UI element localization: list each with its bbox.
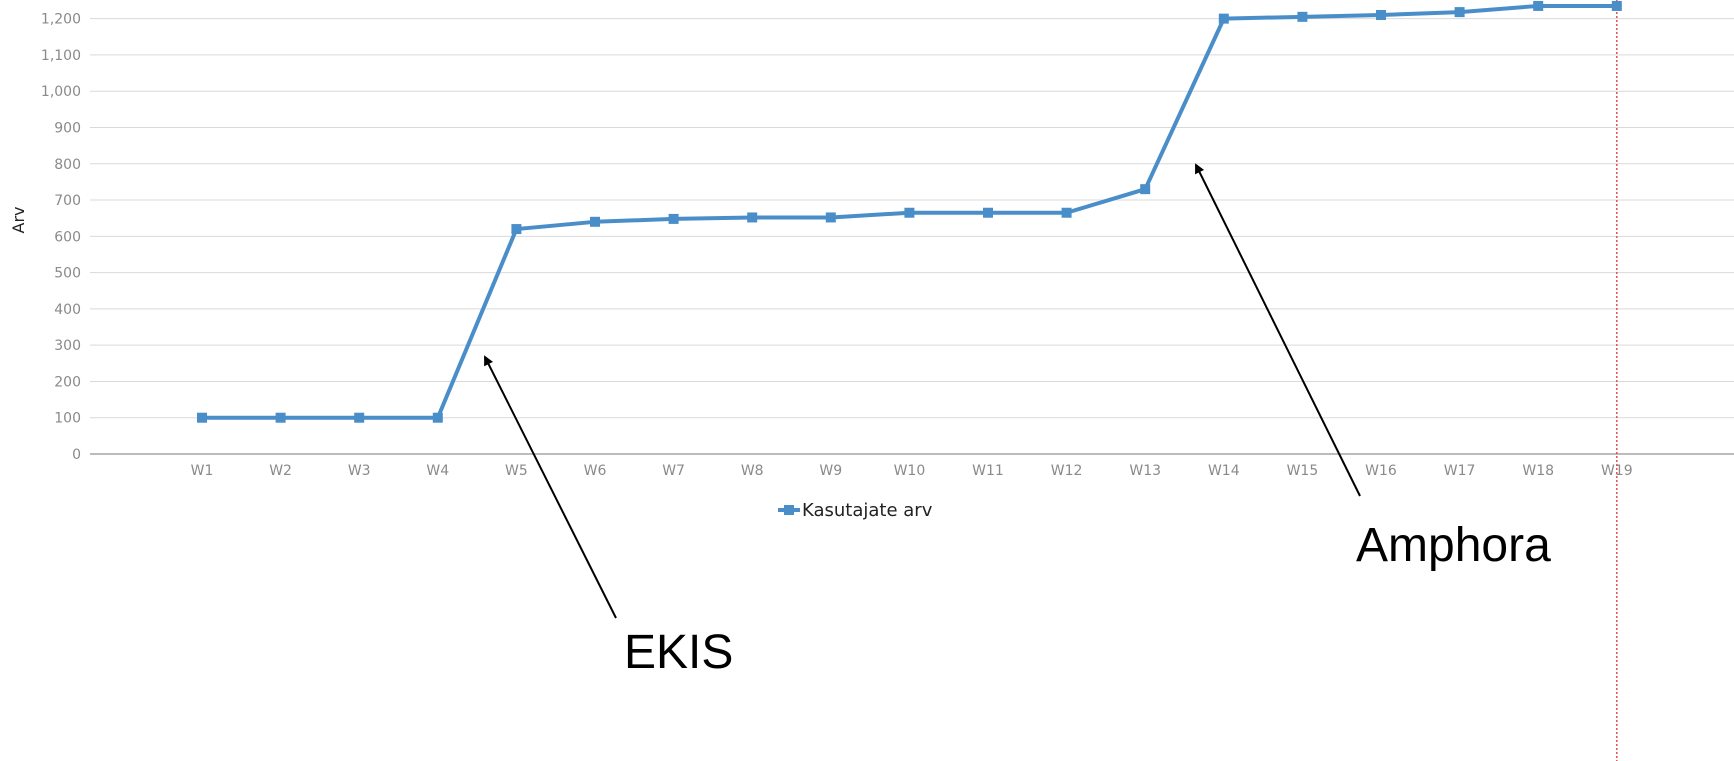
x-tick-label: W15 — [1287, 463, 1319, 479]
x-tick-label: W17 — [1444, 463, 1476, 479]
y-tick-label: 200 — [54, 374, 81, 390]
series-point — [1611, 0, 1622, 11]
x-tick-label: W4 — [426, 463, 449, 479]
x-tick-label: W2 — [269, 463, 292, 479]
y-tick-label: 900 — [54, 120, 81, 136]
series-point — [432, 412, 443, 423]
y-tick-label: 700 — [54, 193, 81, 209]
y-axis-ticks: 0 100 200 300 400 500 600 700 800 900 1,000 1,100 1,… — [41, 12, 81, 463]
annotation-label-ekis: EKIS — [624, 626, 733, 679]
y-tick-label: 600 — [54, 229, 81, 245]
legend: Kasutajate arv — [778, 500, 933, 521]
series-point — [747, 212, 758, 223]
x-tick-label: W19 — [1601, 463, 1633, 479]
x-tick-label: W8 — [741, 463, 764, 479]
gridlines — [90, 18, 1734, 419]
y-tick-label: 300 — [54, 338, 81, 354]
annotation-arrow-ekis — [484, 355, 617, 619]
annotation-ekis: EKIS — [484, 355, 733, 679]
x-tick-label: W6 — [584, 463, 607, 479]
y-tick-label: 1,000 — [41, 84, 81, 100]
x-tick-label: W7 — [662, 463, 685, 479]
y-tick-label: 0 — [72, 447, 81, 463]
series-point — [904, 207, 915, 218]
series-point — [354, 412, 365, 423]
series-point — [1454, 7, 1465, 18]
y-tick-label: 100 — [54, 411, 81, 427]
x-tick-label: W1 — [191, 463, 214, 479]
series-point — [668, 213, 679, 224]
x-tick-label: W10 — [894, 463, 926, 479]
y-tick-label: 800 — [54, 157, 81, 173]
x-tick-label: W12 — [1051, 463, 1083, 479]
series-point — [1297, 11, 1308, 22]
y-tick-label: 1,200 — [41, 12, 81, 28]
legend-series-marker — [784, 505, 794, 515]
series-layer — [197, 0, 1622, 423]
series-point — [1376, 10, 1386, 21]
series-point — [1140, 184, 1151, 195]
series-point — [511, 224, 522, 235]
legend-series-label: Kasutajate arv — [802, 500, 933, 521]
y-axis-title: Arv — [9, 207, 28, 234]
x-tick-label: W5 — [505, 463, 528, 479]
x-tick-label: W14 — [1208, 463, 1240, 479]
series-point — [275, 412, 286, 423]
series-point — [1533, 0, 1544, 11]
x-tick-label: W13 — [1129, 463, 1161, 479]
y-tick-label: 500 — [54, 266, 81, 282]
x-tick-label: W9 — [819, 463, 842, 479]
series-point — [197, 412, 207, 423]
series-point — [825, 212, 836, 223]
annotation-amphora: Amphora — [1195, 163, 1551, 572]
series-point — [1218, 13, 1229, 24]
x-tick-label: W16 — [1365, 463, 1397, 479]
series-point — [590, 216, 600, 227]
x-axis-ticks: W1 W2 W3 W4 W5 W6 W7 W8 W9 W10 W11 W12 W13 W14 W15 W16 W… — [191, 463, 1633, 479]
annotation-label-amphora: Amphora — [1356, 519, 1551, 572]
x-tick-label: W3 — [348, 463, 371, 479]
series-point — [983, 207, 993, 218]
y-tick-label: 1,100 — [41, 48, 81, 64]
annotation-arrow-amphora — [1195, 163, 1361, 497]
y-tick-label: 400 — [54, 302, 81, 318]
series-point — [1061, 207, 1072, 218]
x-tick-label: W11 — [972, 463, 1004, 479]
x-tick-label: W18 — [1522, 463, 1554, 479]
